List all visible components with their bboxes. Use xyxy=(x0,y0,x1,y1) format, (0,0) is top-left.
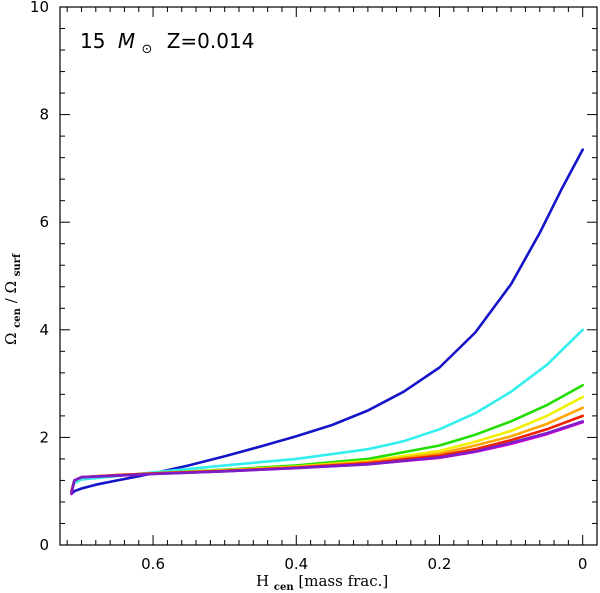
series-line-blue xyxy=(70,148,584,496)
y-tick-label: 4 xyxy=(39,321,49,339)
y-tick-label: 6 xyxy=(39,213,49,231)
series-layer xyxy=(70,148,584,496)
plot-area xyxy=(59,6,598,546)
y-axis-title-num: Ω xyxy=(2,333,20,345)
series-line-orange xyxy=(70,406,584,493)
x-tick-label: 0.2 xyxy=(428,555,452,573)
x-axis-title: H cen [mass frac.] xyxy=(256,572,388,593)
mass-metallicity-annotation: 15 M ⊙ Z=0.014 xyxy=(80,29,254,58)
y-tick-labels: 0 2 4 6 8 10 xyxy=(30,0,49,554)
y-tick-label: 8 xyxy=(39,106,49,124)
y-axis-title: Ω cen / Ω surf xyxy=(2,253,24,345)
y-tick-label: 10 xyxy=(30,0,49,16)
annotation-mass-symbol: M xyxy=(118,29,135,53)
x-tick-labels: 0.6 0.4 0.2 0 xyxy=(141,555,587,573)
y-axis-title-den-sub: surf xyxy=(12,253,23,276)
series-line-cyan xyxy=(70,328,584,493)
y-axis-title-num-sub: cen xyxy=(12,307,23,327)
y-axis-title-den: Ω xyxy=(2,281,20,293)
x-tick-label: 0.6 xyxy=(141,555,165,573)
y-axis-title-sep: / xyxy=(2,297,20,303)
plot-frame xyxy=(59,6,598,546)
series-line-purple xyxy=(70,420,584,495)
annotation-prefix: 15 xyxy=(80,29,105,53)
x-axis-title-main: H xyxy=(256,572,269,590)
annotation-metallicity: Z=0.014 xyxy=(167,29,255,53)
x-tick-label: 0 xyxy=(578,555,588,573)
annotation-sun-symbol: ⊙ xyxy=(141,42,152,57)
x-tick-label: 0.4 xyxy=(284,555,308,573)
y-tick-label: 0 xyxy=(39,536,49,554)
x-axis-title-rest: [mass frac.] xyxy=(298,572,388,590)
y-tick-label: 2 xyxy=(39,428,49,446)
x-axis-title-sub: cen xyxy=(274,582,294,593)
